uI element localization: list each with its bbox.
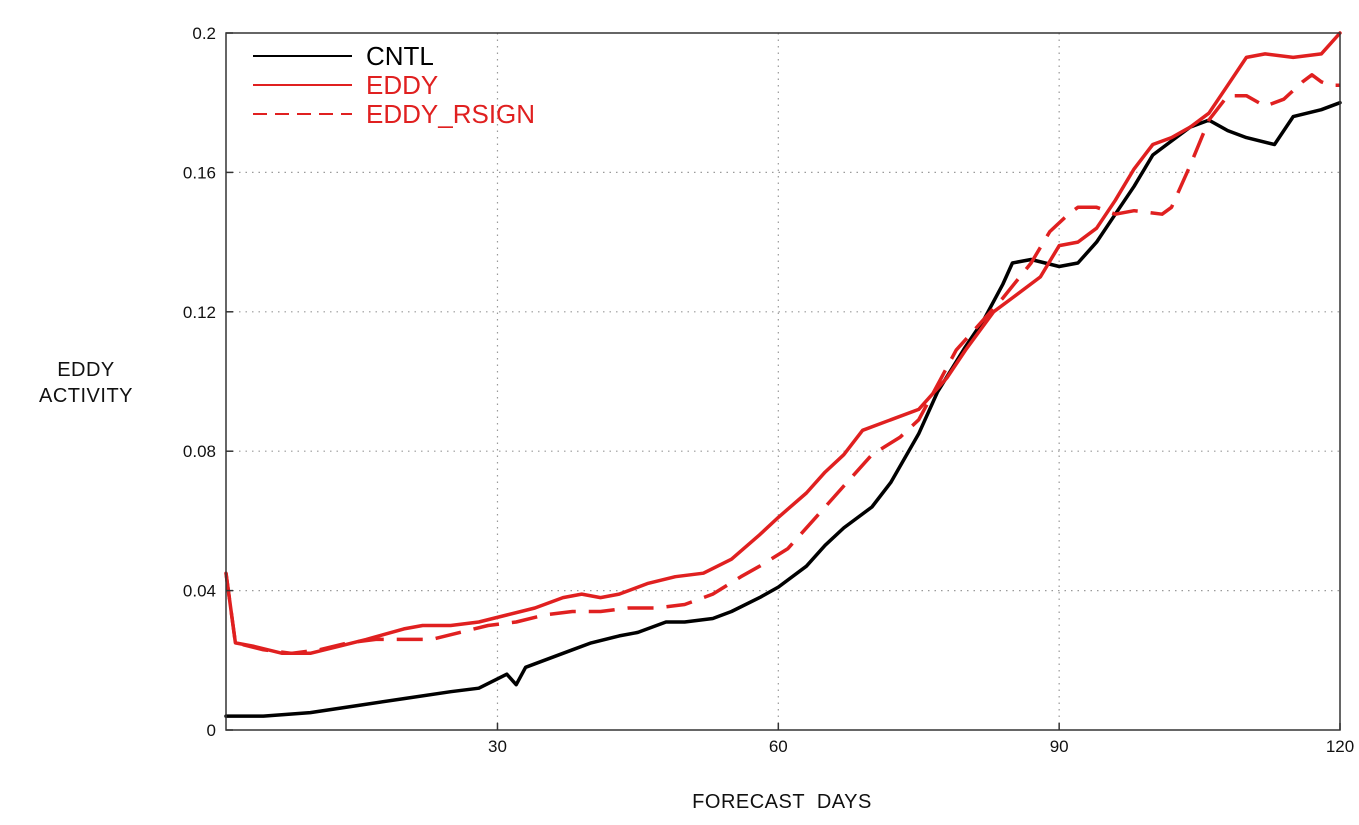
x-axis-label: FORECAST DAYS: [692, 791, 872, 813]
y-tick-label: 0.12: [183, 303, 216, 322]
x-tick-label: 60: [769, 737, 788, 756]
series-line-cntl: [226, 103, 1340, 716]
series-line-eddy-rsign: [226, 75, 1340, 654]
y-tick-label: 0: [207, 721, 216, 740]
x-tick-label: 30: [488, 737, 507, 756]
x-tick-label: 120: [1326, 737, 1354, 756]
y-axis-label-line-1: EDDY: [57, 359, 115, 381]
y-tick-label: 0.16: [183, 163, 216, 182]
legend-label: EDDY_RSIGN: [366, 99, 535, 129]
y-tick-label: 0.08: [183, 442, 216, 461]
y-axis-label-line-2: ACTIVITY: [39, 385, 133, 407]
legend-label: CNTL: [366, 41, 434, 71]
x-tick-label: 90: [1050, 737, 1069, 756]
series-layer: [226, 33, 1340, 716]
legend-label: EDDY: [366, 70, 438, 100]
y-tick-label: 0.2: [192, 24, 216, 43]
y-tick-label: 0.04: [183, 582, 216, 601]
